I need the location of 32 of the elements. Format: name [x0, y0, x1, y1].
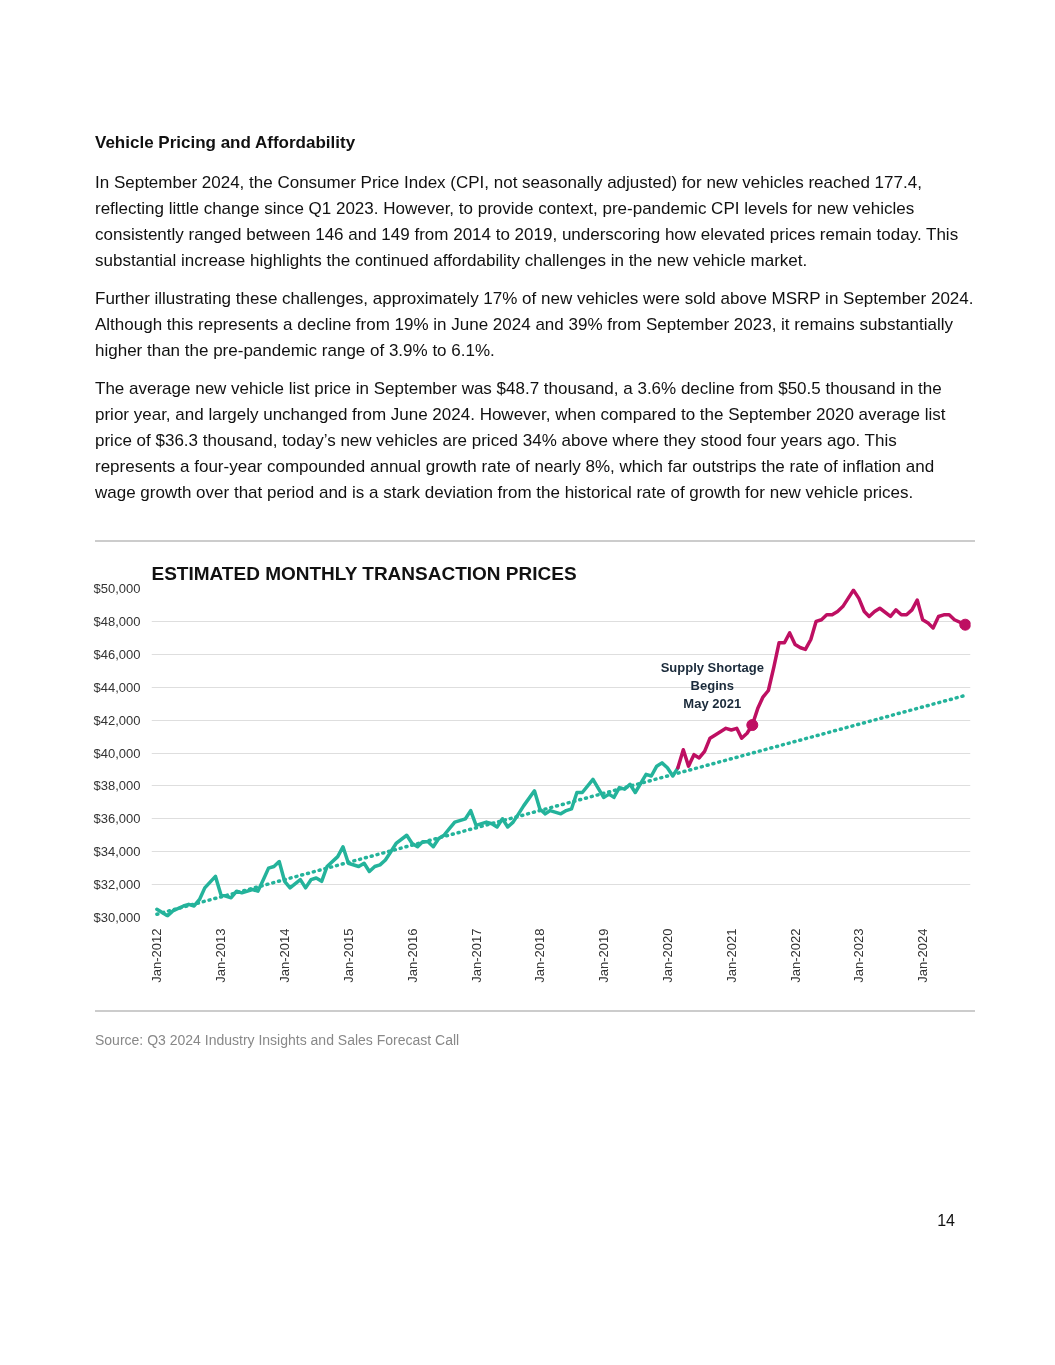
x-tick-label: Jan-2023 [851, 928, 867, 983]
x-tick-label: Jan-2014 [277, 928, 293, 983]
text: 14 [936, 1211, 955, 1231]
x-tick-label: Jan-2012 [149, 928, 165, 983]
y-tick-label: $36,000 [93, 811, 141, 827]
x-tick-label: Jan-2015 [340, 928, 356, 983]
x-tick-label: Jan-2019 [596, 928, 612, 983]
x-tick-label: Jan-2013 [213, 928, 229, 983]
y-tick-label: $40,000 [93, 745, 141, 761]
x-tick-label: Jan-2021 [723, 928, 739, 983]
y-tick-label: $30,000 [93, 910, 141, 925]
text: The average new vehicle list price in September was $48.7 thousand, a 3.6% decline from $50.5 thousand in the prior year, and largely unchanged from June 2024. However, when compared to the September 2020 average list price of $36.3 thousand, today’s new vehicles are priced 34% above where they stood four years ago. This represents a four-year compounded annual growth rate of nearly 8%, which far outstrips the rate of inflation and wage growth over that period and is a stark deviation from the historical rate of growth for new vehicle prices. [95, 378, 947, 504]
y-tick-label: $32,000 [93, 877, 141, 893]
y-tick-label: $48,000 [93, 613, 141, 629]
text: Further illustrating these challenges, approximately 17% of new vehicles were sold above MSRP in September 2024. Although this represents a decline from 19% in June 2024 and 39% from September 2023, it remains substantially higher than the pre-pandemic range of 3.9% to 6.1%. [95, 288, 975, 362]
source-note: Source: Q3 2024 Industry Insights and Sales Forecast Call [95, 1031, 461, 1050]
x-tick-label: Jan-2016 [404, 928, 420, 983]
y-tick-label: $44,000 [93, 679, 141, 695]
y-tick-label: $38,000 [93, 778, 141, 794]
y-tick-label: $34,000 [93, 844, 141, 860]
x-tick-label: Jan-2020 [659, 928, 675, 983]
text: Vehicle Pricing and Affordability [95, 132, 357, 154]
y-tick-label: $46,000 [93, 646, 141, 662]
chart-title: ESTIMATED MONTHLY TRANSACTION PRICES [151, 562, 577, 584]
y-tick-label: $42,000 [93, 712, 141, 728]
y-tick-label: $50,000 [93, 581, 141, 596]
text: In September 2024, the Consumer Price Index (CPI, not seasonally adjusted) for new vehicles reached 177.4, reflecting little change since Q1 2023. However, to provide context, pre-pandemic CPI levels for new vehicles consistently ranged between 146 and 149 from 2014 to 2019, underscoring how elevated prices remain today. This substantial increase highlights the continued affordability challenges in the new vehicle market. [95, 172, 960, 272]
x-tick-label: Jan-2022 [787, 928, 803, 983]
annotation: Supply Shortage Begins May 2021 [660, 660, 764, 712]
x-tick-label: Jan-2017 [468, 928, 484, 983]
x-tick-label: Jan-2018 [532, 928, 548, 983]
x-tick-label: Jan-2024 [915, 928, 931, 983]
